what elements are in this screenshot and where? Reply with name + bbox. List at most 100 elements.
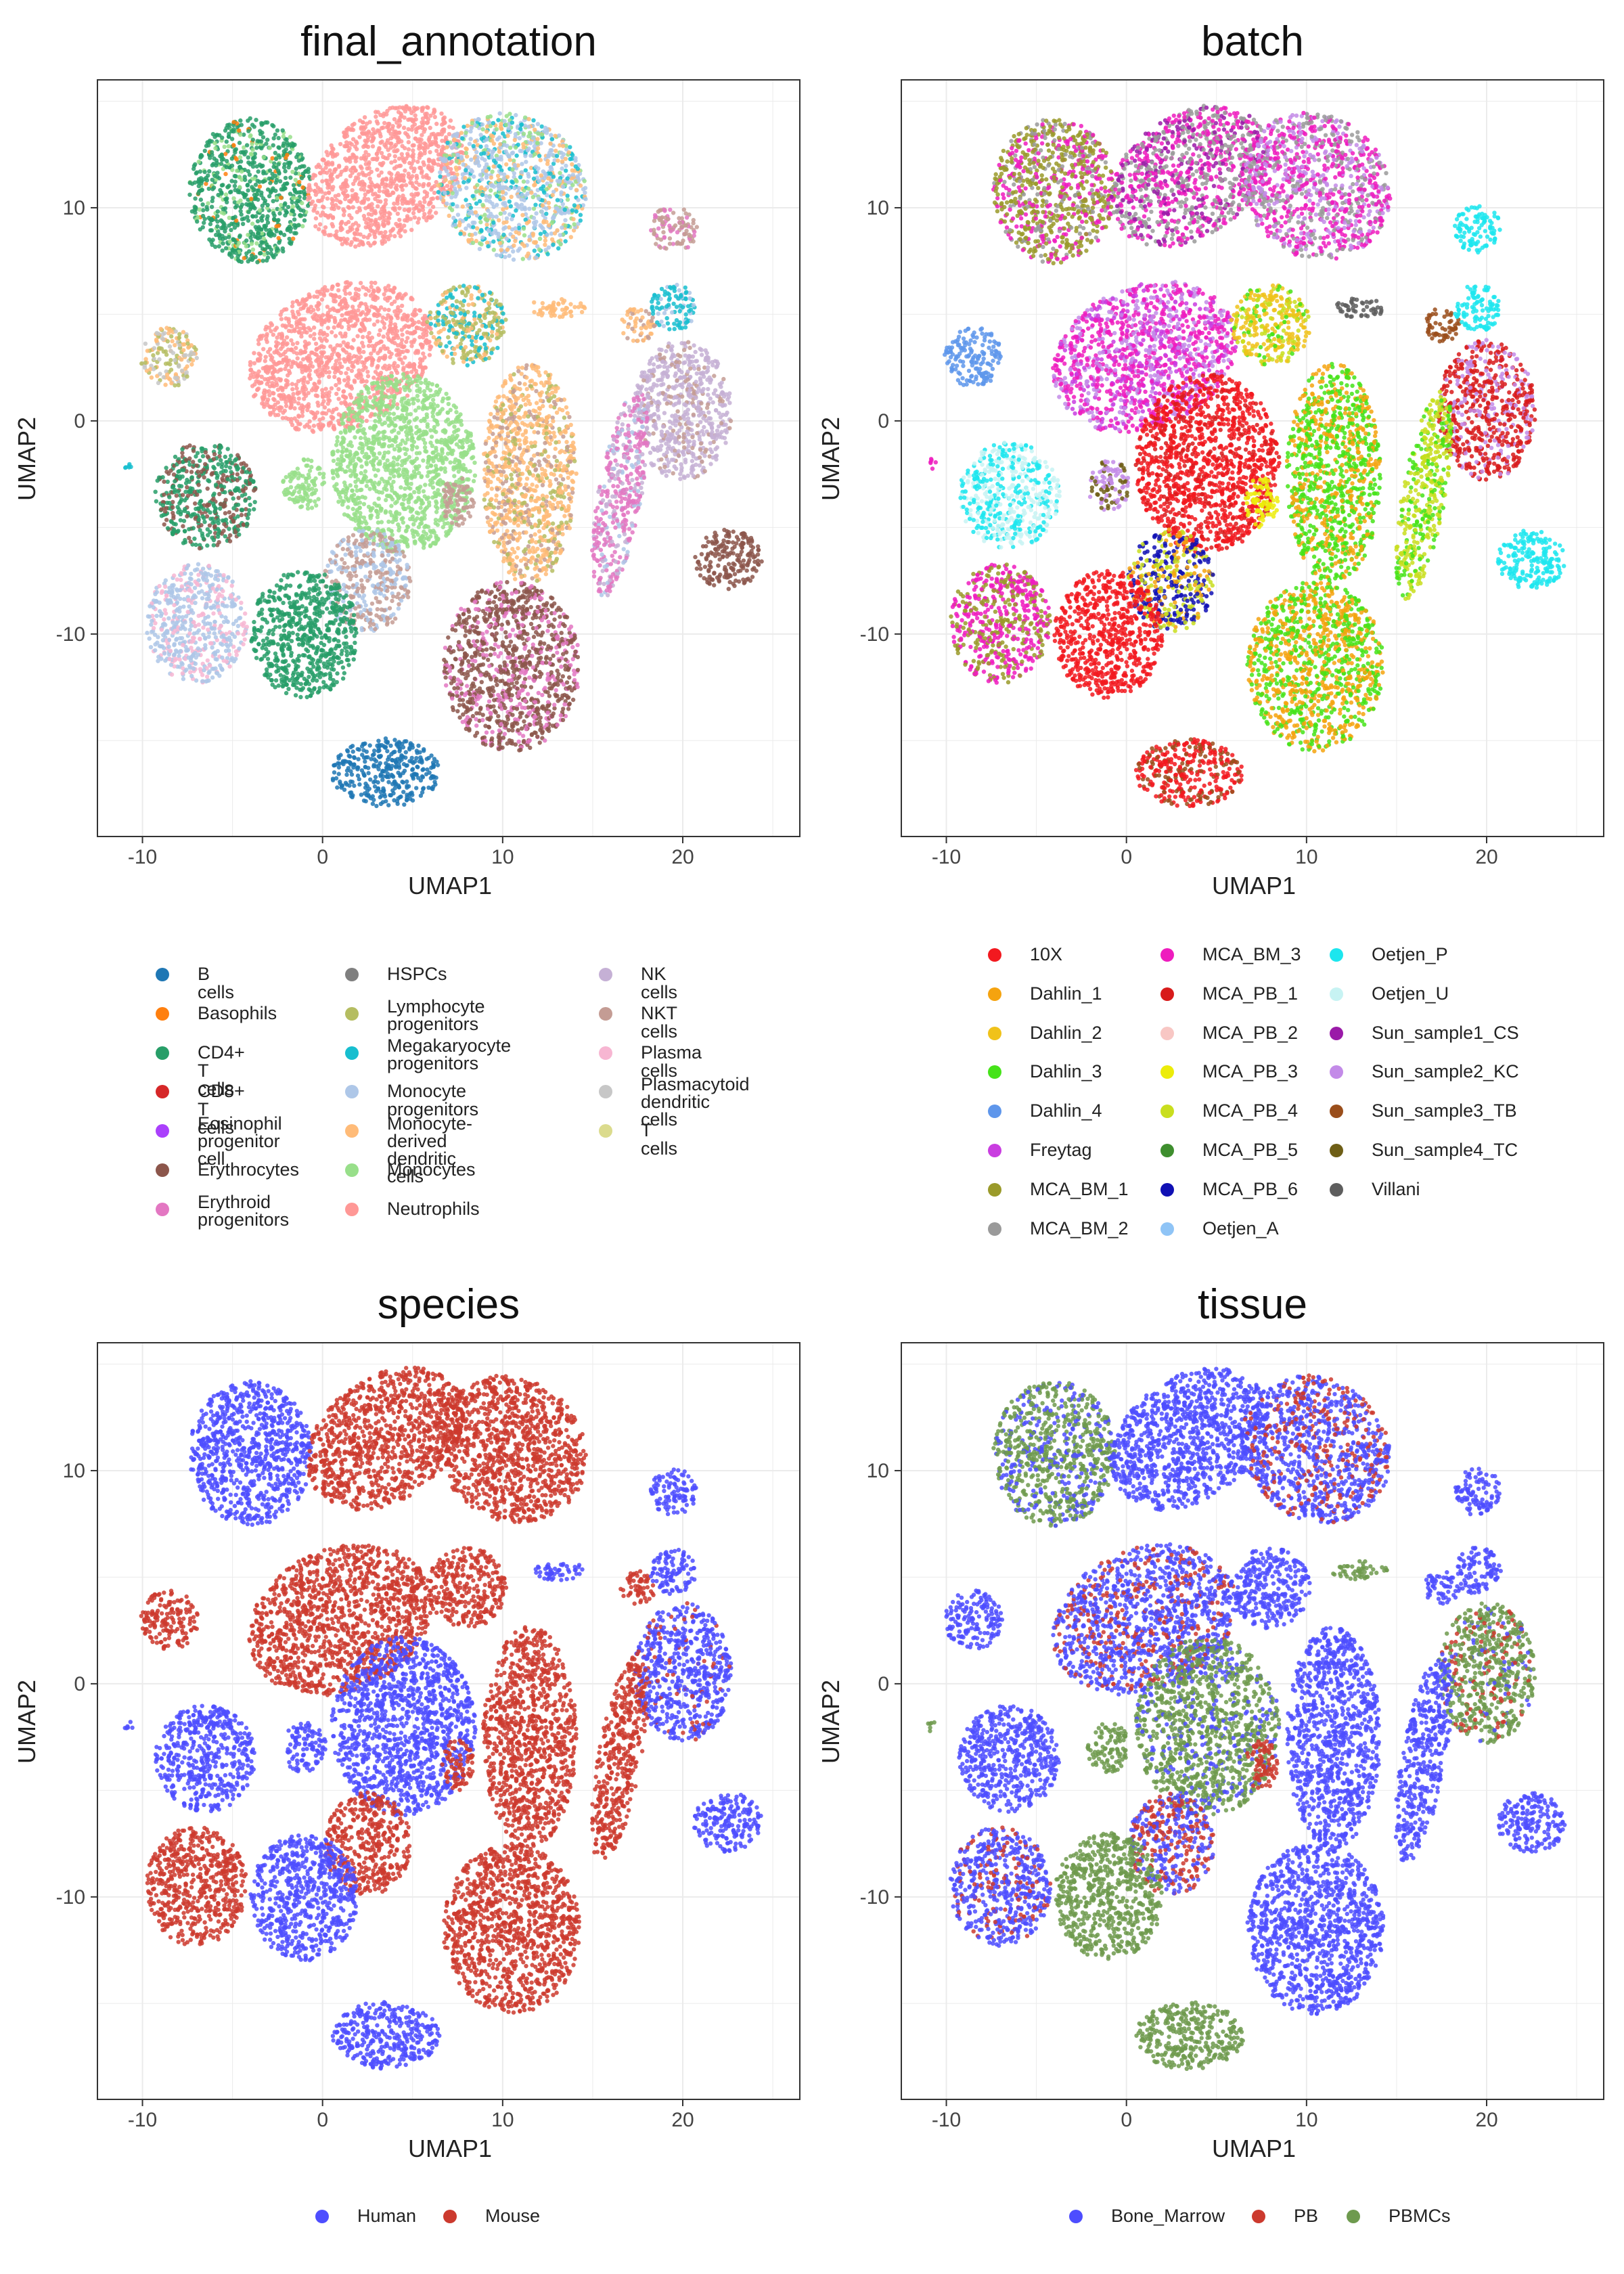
data-point [566, 150, 571, 155]
data-point [538, 231, 543, 236]
data-point [562, 311, 566, 317]
data-point [265, 255, 271, 260]
data-point [271, 254, 276, 260]
data-point [392, 286, 397, 290]
data-point [308, 334, 313, 338]
data-point [233, 205, 238, 210]
data-point [467, 211, 472, 216]
data-point [471, 143, 476, 148]
data-point [204, 181, 208, 186]
data-point [579, 309, 585, 315]
data-point [339, 325, 344, 330]
data-point [143, 360, 148, 365]
data-point [455, 204, 459, 208]
data-point [678, 303, 683, 308]
data-point [484, 222, 489, 227]
data-point [310, 351, 315, 355]
data-point [265, 220, 271, 225]
data-point [177, 332, 182, 336]
data-point [255, 139, 260, 143]
data-point [340, 242, 344, 246]
data-point [327, 398, 332, 403]
data-point [508, 212, 512, 217]
data-point [375, 156, 380, 160]
data-point [321, 350, 326, 355]
data-point [273, 180, 278, 185]
data-point [418, 361, 423, 365]
data-point [403, 229, 407, 233]
data-point [168, 362, 173, 367]
data-point [414, 203, 420, 208]
data-point [516, 185, 522, 191]
data-point [244, 238, 249, 243]
data-point [708, 396, 713, 401]
data-point [419, 137, 424, 142]
data-point [510, 213, 516, 219]
data-point [414, 176, 420, 181]
data-point [414, 349, 419, 353]
data-point [384, 316, 389, 321]
data-point [480, 324, 484, 328]
data-point [239, 150, 244, 155]
data-point [452, 181, 457, 187]
data-point [315, 400, 320, 405]
data-point [486, 336, 491, 340]
data-point [405, 336, 410, 340]
data-point [296, 396, 301, 401]
data-point [341, 389, 346, 394]
data-point [447, 125, 452, 129]
data-point [256, 342, 261, 347]
data-point [215, 219, 220, 224]
data-point [531, 206, 537, 211]
data-point [394, 370, 400, 375]
data-point [267, 146, 272, 150]
data-point [513, 226, 518, 231]
data-point [292, 406, 297, 411]
data-point [428, 125, 432, 131]
data-point [482, 151, 487, 156]
data-point [531, 215, 537, 221]
data-point [323, 191, 328, 196]
data-point [278, 385, 284, 390]
data-point [291, 392, 296, 397]
data-point [441, 157, 446, 162]
data-point [556, 158, 560, 163]
data-point [286, 368, 292, 374]
data-point [620, 317, 625, 322]
data-point [250, 148, 255, 152]
data-point [487, 229, 491, 233]
data-point [441, 144, 445, 150]
data-point [281, 232, 287, 238]
data-point [465, 202, 470, 208]
data-point [486, 208, 491, 213]
data-point [305, 407, 310, 413]
data-point [290, 200, 294, 205]
data-point [551, 161, 556, 166]
data-point [352, 315, 357, 320]
data-point [363, 292, 368, 297]
data-point [338, 172, 343, 177]
data-point [323, 161, 328, 166]
data-point [446, 173, 451, 177]
data-point [250, 185, 254, 190]
data-point [271, 124, 276, 129]
data-point [439, 111, 444, 116]
data-point [466, 178, 471, 183]
data-point [667, 296, 672, 300]
data-point [313, 192, 318, 197]
data-point [189, 362, 194, 367]
data-point [294, 361, 298, 365]
data-point [498, 253, 503, 258]
data-point [655, 296, 660, 301]
data-point [392, 158, 397, 164]
data-point [320, 401, 325, 407]
data-point [698, 447, 703, 452]
data-point [674, 318, 679, 323]
data-point [510, 179, 514, 184]
data-point [278, 378, 283, 383]
data-point [296, 190, 302, 195]
data-point [302, 397, 307, 401]
data-point [519, 197, 524, 202]
data-point [428, 142, 432, 148]
data-point [290, 208, 296, 214]
